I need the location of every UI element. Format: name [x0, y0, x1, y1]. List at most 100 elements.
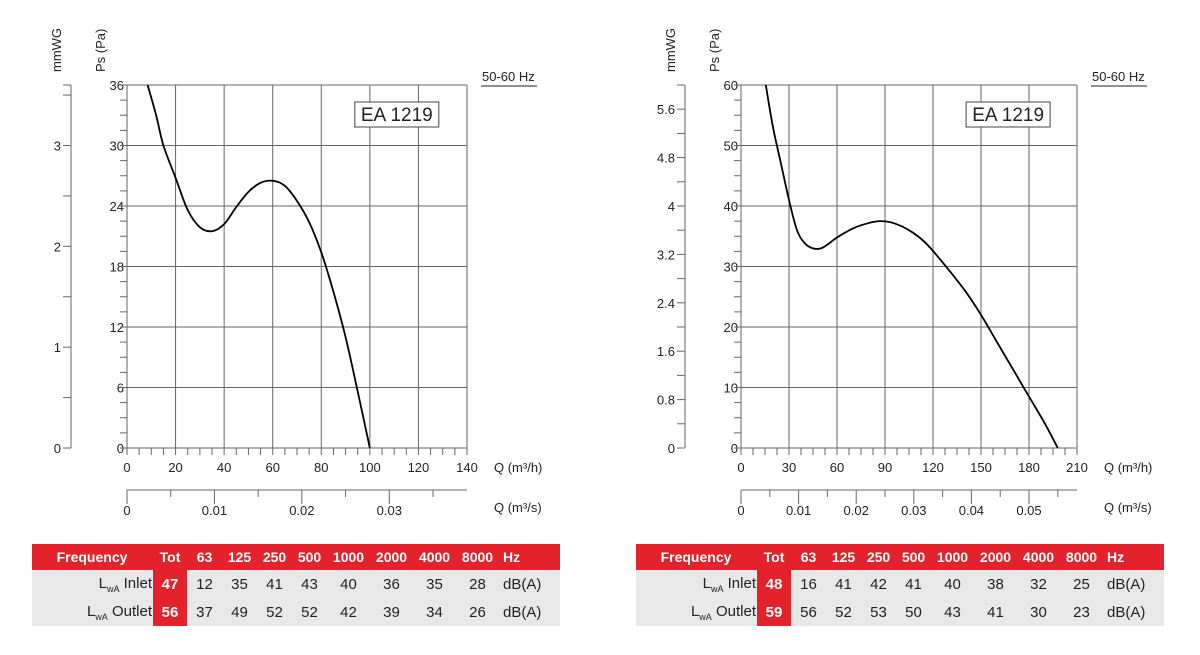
y-tick-label: 36	[110, 78, 124, 93]
table-row-outlet: LwA Outlet 59 56 52 53 50 43 41 30 23 dB…	[636, 598, 1164, 626]
header-2000: 2000	[979, 549, 1012, 565]
cell: 41	[266, 575, 283, 593]
y-tick-label: 60	[724, 78, 738, 93]
header-hz: Hz	[503, 549, 521, 565]
m3s-tick-label: 0.02	[289, 503, 314, 518]
cell: 38	[987, 575, 1004, 593]
cell: 56	[800, 603, 817, 621]
cell: 30	[1030, 603, 1047, 621]
frequency-label: 50-60 Hz	[482, 69, 535, 84]
cell: 52	[835, 603, 852, 621]
mmwg-axis-label: mmWG	[49, 28, 64, 72]
x-axis-label: Q (m³/h)	[1104, 460, 1152, 475]
cell: 35	[426, 575, 443, 593]
row-label: LwA Outlet	[690, 602, 756, 622]
unit: dB(A)	[503, 575, 542, 593]
header-125: 125	[227, 549, 252, 565]
cell: 37	[196, 603, 213, 621]
y-tick-label: 10	[724, 381, 738, 396]
unit: dB(A)	[1107, 575, 1146, 593]
table-row-inlet: LwA Inlet 48 16 41 42 41 40 38 32 25 dB(…	[636, 570, 1164, 598]
cell: 25	[1073, 575, 1090, 593]
m3s-tick-label: 0.01	[202, 503, 227, 518]
mmwg-tick-label: 5.6	[657, 102, 675, 117]
x-tick-label: 100	[359, 460, 381, 475]
x-tick-label: 120	[408, 460, 430, 475]
cell: 50	[905, 603, 922, 621]
cell: 35	[231, 575, 248, 593]
cell: 39	[383, 603, 400, 621]
mmwg-tick-label: 4.8	[657, 151, 675, 166]
mmwg-tick-label: 3.2	[657, 247, 675, 262]
table-header: Frequency Tot 63 125 250 500 1000 2000 4…	[636, 544, 1164, 570]
y-tick-label: 24	[110, 199, 124, 214]
header-8000: 8000	[1065, 549, 1098, 565]
m3s-tick-label: 0	[737, 503, 744, 518]
row-label: LwA Outlet	[86, 602, 152, 622]
tot-value: 48	[757, 570, 791, 598]
m3s-tick-label: 0.02	[844, 503, 869, 518]
mmwg-tick-label: 4	[668, 199, 675, 214]
cell: 41	[835, 575, 852, 593]
x-tick-label: 210	[1066, 460, 1088, 475]
y-axis-label: Ps (Pa)	[707, 29, 722, 72]
x-tick-label: 90	[878, 460, 892, 475]
cell: 41	[905, 575, 922, 593]
sound-table-left: Frequency Tot 63 125 250 500 1000 2000 4…	[32, 544, 560, 626]
tot-value: 47	[153, 570, 187, 598]
m3s-tick-label: 0.04	[959, 503, 984, 518]
unit: dB(A)	[1107, 603, 1146, 621]
x2-axis-label: Q (m³/s)	[494, 500, 542, 515]
tot-value: 56	[153, 598, 187, 626]
cell: 53	[870, 603, 887, 621]
x-tick-label: 0	[123, 460, 130, 475]
y-tick-label: 30	[110, 139, 124, 154]
header-hz: Hz	[1107, 549, 1125, 565]
m3s-tick-label: 0.03	[901, 503, 926, 518]
cell: 23	[1073, 603, 1090, 621]
cell: 32	[1030, 575, 1047, 593]
header-4000: 4000	[418, 549, 451, 565]
x-tick-label: 30	[782, 460, 796, 475]
model-box	[965, 101, 1051, 128]
model-box	[354, 101, 440, 128]
frequency-label: 50-60 Hz	[1092, 69, 1145, 84]
mmwg-tick-label: 3	[54, 139, 61, 154]
header-63: 63	[800, 549, 817, 565]
m3s-tick-label: 0.01	[786, 503, 811, 518]
mmwg-tick-label: 1	[54, 340, 61, 355]
y-tick-label: 12	[110, 320, 124, 335]
fan-curve-chart-2: 0 30 60 90 120 150 180 210 0 10 20 30 40 50 60 0 0.8 1.6 2…	[657, 28, 1152, 518]
header-63: 63	[196, 549, 213, 565]
tot-value: 59	[757, 598, 791, 626]
mmwg-tick-label: 0	[54, 441, 61, 456]
header-frequency: Frequency	[56, 549, 128, 565]
sound-table-right: Frequency Tot 63 125 250 500 1000 2000 4…	[636, 544, 1164, 626]
x-tick-label: 120	[922, 460, 944, 475]
cell: 28	[469, 575, 486, 593]
header-frequency: Frequency	[660, 549, 732, 565]
mmwg-tick-label: 0.8	[657, 393, 675, 408]
mmwg-axis-label: mmWG	[663, 28, 678, 72]
header-tot: Tot	[159, 549, 181, 565]
cell: 42	[340, 603, 357, 621]
cell: 40	[944, 575, 961, 593]
cell: 43	[301, 575, 318, 593]
m3s-tick-label: 0	[123, 503, 130, 518]
model-label: EA 1219	[361, 105, 433, 126]
cell: 16	[800, 575, 817, 593]
cell: 52	[301, 603, 318, 621]
header-tot: Tot	[763, 549, 785, 565]
cell: 36	[383, 575, 400, 593]
table-header: Frequency Tot 63 125 250 500 1000 2000 4…	[32, 544, 560, 570]
mmwg-tick-label: 2.4	[657, 296, 675, 311]
table-row-inlet: LwA Inlet 47 12 35 41 43 40 36 35 28 dB(…	[32, 570, 560, 598]
m3s-tick-label: 0.03	[377, 503, 402, 518]
y-tick-label: 18	[110, 260, 124, 275]
x2-axis-label: Q (m³/s)	[1104, 500, 1152, 515]
x-tick-label: 40	[217, 460, 231, 475]
cell: 34	[426, 603, 443, 621]
header-250: 250	[262, 549, 287, 565]
